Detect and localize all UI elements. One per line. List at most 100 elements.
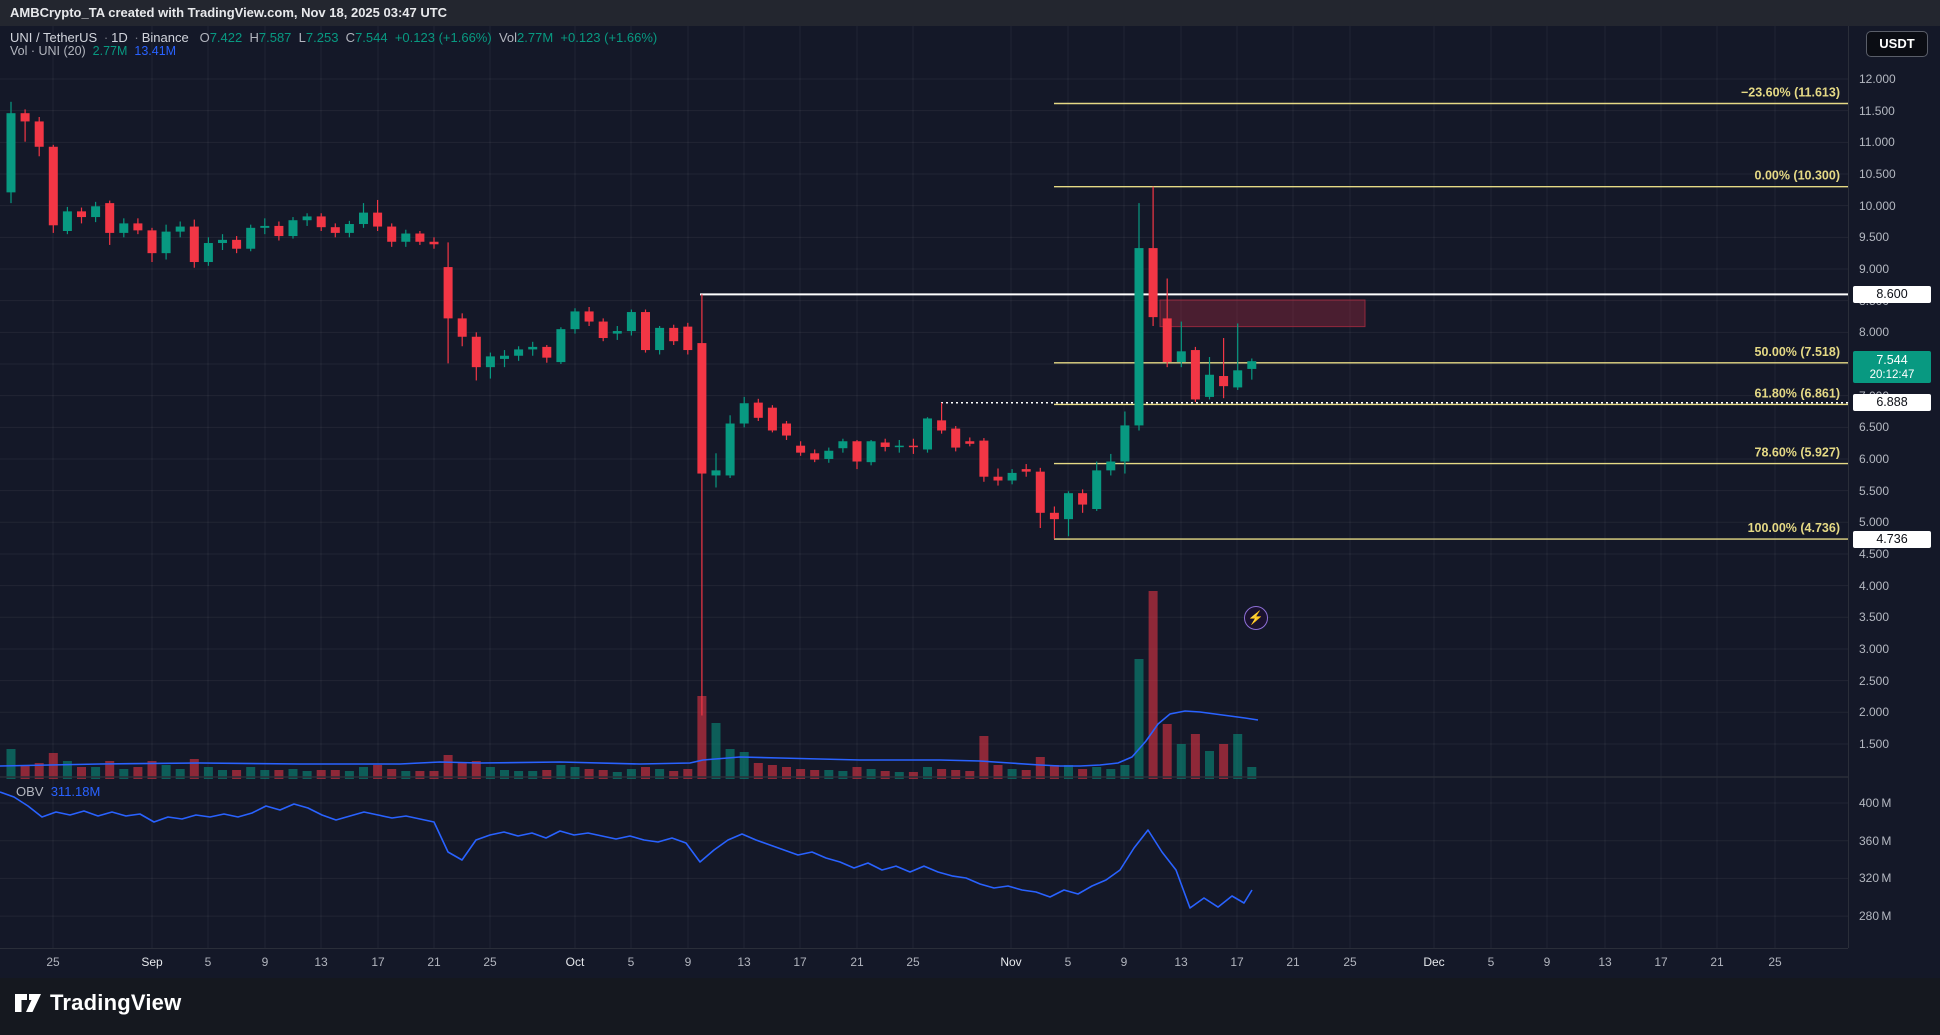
countdown-timer: 20:12:47 — [1869, 369, 1915, 382]
time-axis-label: Sep — [141, 955, 163, 969]
current-price: 7.544 — [1876, 353, 1908, 368]
time-axis-label: 17 — [793, 955, 807, 969]
open-label: O — [199, 30, 210, 45]
volume-ma-line — [0, 710, 1259, 767]
supply-zone-box — [1159, 299, 1366, 328]
obv-line — [0, 791, 1253, 909]
time-axis-label: 9 — [1543, 955, 1551, 969]
legend-separator: · — [134, 30, 139, 45]
tradingview-logo[interactable]: TradingView — [14, 990, 181, 1016]
current-price-badge: 7.544 20:12:47 — [1853, 351, 1931, 384]
price-axis-label: 5.000 — [1859, 515, 1890, 530]
fib-level-label: 0.00% (10.300) — [1755, 169, 1840, 183]
price-axis-label: 9.000 — [1859, 261, 1890, 276]
time-axis-label: 5 — [627, 955, 635, 969]
price-axis-label: 11.000 — [1859, 135, 1895, 150]
time-axis-label: 13 — [1598, 955, 1612, 969]
high-value: 7.587 — [258, 30, 292, 45]
price-level-badge: 6.888 — [1853, 394, 1931, 412]
low-value: 7.253 — [305, 30, 339, 45]
time-axis-label: 25 — [906, 955, 920, 969]
price-axis-label: 8.000 — [1859, 325, 1890, 340]
volume-indicator-legend[interactable]: Vol · UNI (20) 2.77M 13.41M — [10, 44, 176, 58]
volume-ma-value: 13.41M — [134, 44, 177, 58]
high-label: H — [249, 30, 259, 45]
chart-canvas[interactable]: −23.60% (11.613) 0.00% (10.300) 50.00% (7.… — [0, 26, 1848, 948]
exchange-label[interactable]: Binance — [141, 30, 189, 45]
tradingview-logo-icon — [15, 994, 41, 1012]
price-axis-label: 4.000 — [1859, 578, 1890, 593]
time-axis-label: 9 — [1120, 955, 1128, 969]
attribution-bar: AMBCrypto_TA created with TradingView.co… — [0, 0, 1940, 26]
price-axis-label: 1.500 — [1859, 736, 1890, 751]
obv-axis-label: 320 M — [1859, 871, 1892, 886]
open-value: 7.422 — [209, 30, 243, 45]
change-value: +0.123 (+1.66%) — [394, 30, 492, 45]
time-axis-label: 17 — [371, 955, 385, 969]
fib-level-label: 78.60% (5.927) — [1755, 446, 1840, 460]
attribution-text: AMBCrypto_TA created with TradingView.co… — [10, 5, 448, 20]
time-axis-label: 25 — [46, 955, 60, 969]
time-axis-label: 21 — [850, 955, 864, 969]
price-axis-label: 4.500 — [1859, 546, 1890, 561]
time-axis-label: Dec — [1423, 955, 1445, 969]
price-axis-label: 3.500 — [1859, 610, 1890, 625]
obv-value: 311.18M — [50, 784, 101, 799]
time-axis-label: 13 — [737, 955, 751, 969]
time-axis-label: Nov — [1000, 955, 1022, 969]
currency-toggle-button[interactable]: USDT — [1866, 31, 1928, 57]
time-axis-label: 25 — [483, 955, 497, 969]
price-axis-label: 6.000 — [1859, 451, 1890, 466]
low-label: L — [298, 30, 306, 45]
price-axis-label: 2.000 — [1859, 705, 1890, 720]
price-axis[interactable]: 12.000 11.500 11.000 10.500 10.000 9.500 9.000… — [1848, 26, 1940, 948]
time-axis-label: 17 — [1654, 955, 1668, 969]
time-axis-label: 17 — [1230, 955, 1244, 969]
volume-change: +0.123 (+1.66%) — [560, 30, 658, 45]
obv-indicator-legend[interactable]: OBV 311.18M — [16, 784, 100, 799]
legend-separator: · — [103, 30, 109, 45]
obv-axis-label: 280 M — [1859, 909, 1892, 924]
price-axis-label: 6.500 — [1859, 420, 1890, 435]
price-axis-label: 9.500 — [1859, 230, 1890, 245]
bottom-bar: TradingView — [0, 978, 1940, 1035]
fib-level-label: 100.00% (4.736) — [1748, 521, 1840, 535]
time-axis-label: 5 — [1064, 955, 1072, 969]
volume-indicator-label[interactable]: Vol · UNI (20) — [10, 44, 86, 58]
volume-value: 2.77M — [517, 30, 554, 45]
symbol-title[interactable]: UNI / TetherUS — [10, 30, 98, 45]
price-axis-label: 10.500 — [1859, 166, 1896, 181]
time-axis-label: 21 — [1710, 955, 1724, 969]
fib-level-label: −23.60% (11.613) — [1741, 86, 1840, 100]
price-level-badge: 8.600 — [1853, 285, 1931, 303]
time-axis-label: 21 — [427, 955, 441, 969]
time-axis-label: Oct — [565, 955, 585, 969]
obv-axis-label: 400 M — [1859, 796, 1892, 810]
volume-indicator-value: 2.77M — [92, 44, 128, 58]
price-axis-label: 11.500 — [1859, 103, 1895, 118]
time-axis[interactable]: 25 Sep 5 9 13 17 21 25 Oct 5 9 13 17 21 25 Nov 5 9 13 17 21 2… — [0, 948, 1848, 979]
time-axis-label: 9 — [684, 955, 692, 969]
obv-label[interactable]: OBV — [16, 784, 44, 799]
fib-level-label: 61.80% (6.861) — [1755, 386, 1840, 400]
price-axis-label: 3.000 — [1859, 641, 1890, 656]
time-axis-label: 9 — [261, 955, 269, 969]
tradingview-logo-text: TradingView — [50, 990, 182, 1015]
price-level-badge: 4.736 — [1853, 530, 1931, 548]
close-value: 7.544 — [355, 30, 388, 45]
time-axis-label: 13 — [314, 955, 328, 969]
time-axis-label: 13 — [1174, 955, 1188, 969]
price-axis-label: 10.000 — [1859, 198, 1896, 213]
interval-label[interactable]: 1D — [111, 30, 128, 45]
lightning-icon[interactable]: ⚡ — [1244, 606, 1268, 630]
obv-axis-label: 360 M — [1859, 833, 1892, 848]
time-axis-label: 5 — [1487, 955, 1495, 969]
symbol-legend[interactable]: UNI / TetherUS · 1D · Binance O7.422 H7.58… — [10, 30, 657, 45]
time-axis-label: 21 — [1286, 955, 1300, 969]
price-axis-label: 5.500 — [1859, 483, 1890, 498]
fib-level-label: 50.00% (7.518) — [1755, 345, 1840, 359]
close-label: C — [345, 30, 356, 45]
time-axis-label: 25 — [1343, 955, 1357, 969]
time-axis-label: 25 — [1768, 955, 1782, 969]
